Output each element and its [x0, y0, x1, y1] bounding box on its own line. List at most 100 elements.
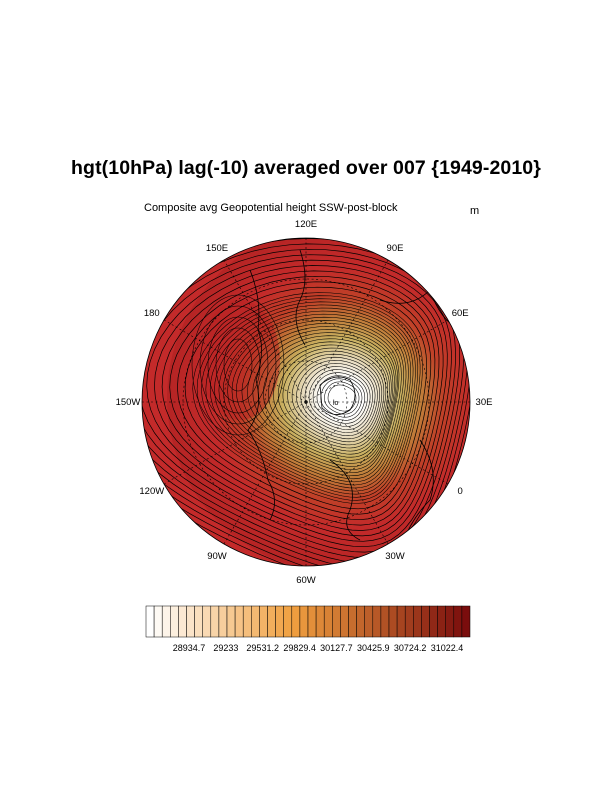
- contour-line: [177, 281, 432, 515]
- colorbar-box: [275, 605, 284, 638]
- contour-line: [273, 344, 389, 452]
- colorbar-box: [323, 605, 333, 638]
- contour-line: [161, 270, 440, 526]
- contour-line: [209, 304, 414, 492]
- longitude-label: 90W: [207, 551, 227, 562]
- colorbar-box: [421, 605, 430, 638]
- high-pool: [200, 300, 280, 420]
- colorbar-box: [413, 605, 422, 638]
- colorbar-box: [307, 605, 317, 638]
- contour-line: [154, 265, 444, 531]
- colorbar-box: [251, 605, 260, 638]
- contour-line: [316, 375, 366, 421]
- longitude-label: 60E: [452, 308, 469, 319]
- colorbar-box: [396, 605, 406, 638]
- colorbar-box: [226, 605, 236, 638]
- colorbar-box: [445, 605, 455, 638]
- colorbar-box: [332, 605, 341, 638]
- longitude-labels: 120E 90E 60E 30E 0 30W 60W 90W 120W 150W 180 150E: [116, 219, 493, 586]
- colorbar-box: [291, 605, 301, 638]
- longitude-label: 90E: [387, 243, 404, 254]
- contour-line: [196, 295, 421, 501]
- colorbar-tick-label: 30425.9: [357, 643, 390, 653]
- colorbar-box: [372, 605, 382, 638]
- meridian-line: [163, 401, 307, 485]
- colorbar-box: [348, 605, 357, 638]
- contour-line: [191, 294, 285, 436]
- colorbar-box: [202, 605, 212, 638]
- longitude-label: 120W: [139, 486, 164, 497]
- colorbar-box: [283, 605, 293, 638]
- colorbar-box: [194, 605, 203, 638]
- colorbar-box: [161, 605, 171, 638]
- meridian-line: [305, 401, 449, 485]
- colorbar-tick-label: 29233: [213, 643, 238, 653]
- colorbar-box: [210, 605, 220, 638]
- contour-line: [241, 326, 398, 470]
- contour-line: [300, 363, 376, 433]
- contour-line: [287, 353, 383, 443]
- colorbar-box: [340, 605, 349, 638]
- contour-line: [214, 307, 411, 489]
- contour-line: [291, 356, 380, 440]
- contour-line: [312, 372, 368, 424]
- plot-title: hgt(10hPa) lag(-10) averaged over 007 {1…: [71, 157, 541, 179]
- contour-line: [199, 305, 277, 425]
- colorbar-box: [404, 605, 414, 638]
- colorbar-box: [178, 605, 187, 638]
- colorbar-box: [461, 605, 471, 638]
- longitude-label: 120E: [295, 219, 317, 230]
- contour-line: [252, 332, 395, 464]
- contour-line: [263, 338, 392, 458]
- contour-line: [277, 347, 387, 449]
- globe-border: [141, 237, 471, 567]
- contour-line: [236, 323, 400, 473]
- colorbar-box: [315, 605, 325, 638]
- colorbar-tick-label: 29829.4: [283, 643, 316, 653]
- contour-line: [231, 320, 402, 476]
- contour-line: [282, 350, 385, 446]
- contour-line: [184, 286, 427, 510]
- meridian-line: [305, 401, 389, 545]
- longitude-label: 150W: [116, 397, 141, 408]
- longitude-label: 150E: [206, 243, 228, 254]
- contour-line: [324, 381, 360, 415]
- colorbar-box: [267, 605, 276, 638]
- colorbar-box: [234, 605, 244, 638]
- meridian-line: [223, 259, 307, 403]
- longitude-label: 30E: [476, 397, 493, 408]
- contour-line: [142, 254, 452, 542]
- colorbar-box: [153, 605, 163, 638]
- colorbar-tick-label: 29531.2: [246, 643, 279, 653]
- colorbar-box: [299, 605, 309, 638]
- longitude-label: 180: [144, 308, 160, 319]
- contour-line: [308, 369, 371, 427]
- plot-subtitle: Composite avg Geopotential height SSW-po…: [144, 202, 398, 214]
- contour-line: [296, 360, 378, 436]
- colorbar-tick-label: 28934.7: [173, 643, 206, 653]
- colorbar-box: [429, 605, 438, 638]
- contour-line: [223, 338, 253, 392]
- meridian-line: [223, 401, 307, 545]
- contour-line: [169, 275, 436, 521]
- units-label: m: [470, 205, 480, 217]
- contour-line: [192, 292, 423, 504]
- contour-line: [304, 366, 373, 430]
- meridian-line: [163, 319, 307, 403]
- longitude-label: 0: [458, 486, 463, 497]
- longitude-label: 30W: [385, 551, 405, 562]
- colorbar-box: [356, 605, 365, 638]
- low-center-label: lo: [333, 400, 339, 407]
- colorbar-box: [218, 605, 228, 638]
- meridian-line: [305, 259, 389, 403]
- longitude-label: 60W: [296, 575, 316, 586]
- colorbar-box: [364, 605, 374, 638]
- colorbar: [145, 605, 471, 638]
- meridian-line: [305, 319, 449, 403]
- colorbar-box: [380, 605, 390, 638]
- contour-line: [268, 341, 390, 455]
- colorbar-box: [186, 605, 195, 638]
- colorbar-box: [453, 605, 463, 638]
- colorbar-tick-labels: 28934.7 29233 29531.2 29829.4 30127.7 30425.9…: [173, 643, 464, 653]
